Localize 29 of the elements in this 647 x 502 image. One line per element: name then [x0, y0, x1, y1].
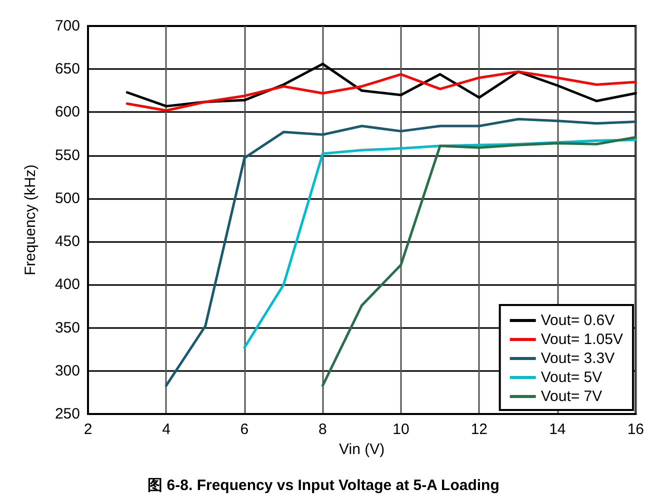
y-tick-label: 400 — [54, 276, 80, 294]
x-tick-label: 10 — [392, 421, 410, 438]
y-tick-label: 500 — [54, 190, 80, 207]
x-tick-label: 8 — [318, 421, 327, 438]
legend-label: Vout= 7V — [540, 388, 602, 405]
x-tick-label: 4 — [162, 421, 170, 438]
x-tick-label: 2 — [84, 421, 92, 438]
x-tick-label: 6 — [240, 421, 249, 438]
x-tick-label: 12 — [470, 421, 488, 438]
legend-label: Vout= 5V — [540, 369, 602, 386]
legend-label: Vout= 0.6V — [540, 312, 615, 329]
line-series — [126, 70, 637, 112]
y-axis-title: Frequency (kHz) — [22, 164, 39, 276]
legend-label: Vout= 3.3V — [540, 350, 615, 367]
y-tick-label: 550 — [54, 146, 80, 164]
x-tick-label: 14 — [549, 421, 566, 438]
x-axis-title: Vin (V) — [339, 440, 385, 458]
legend-label: Vout= 1.05V — [540, 331, 623, 348]
line-series — [321, 136, 637, 387]
y-tick-label: 250 — [54, 406, 80, 422]
y-tick-label: 600 — [54, 104, 80, 121]
y-tick-label: 650 — [54, 60, 80, 78]
text: 图 6-8. Frequency vs Input Voltage at 5-A Loading — [148, 477, 500, 494]
y-tick-label: 350 — [54, 319, 80, 336]
y-tick-label: 700 — [54, 18, 80, 34]
y-tick-label: 450 — [54, 233, 80, 250]
line-series — [164, 118, 637, 387]
y-tick-label: 300 — [54, 362, 80, 380]
x-tick-label: 16 — [627, 421, 644, 438]
